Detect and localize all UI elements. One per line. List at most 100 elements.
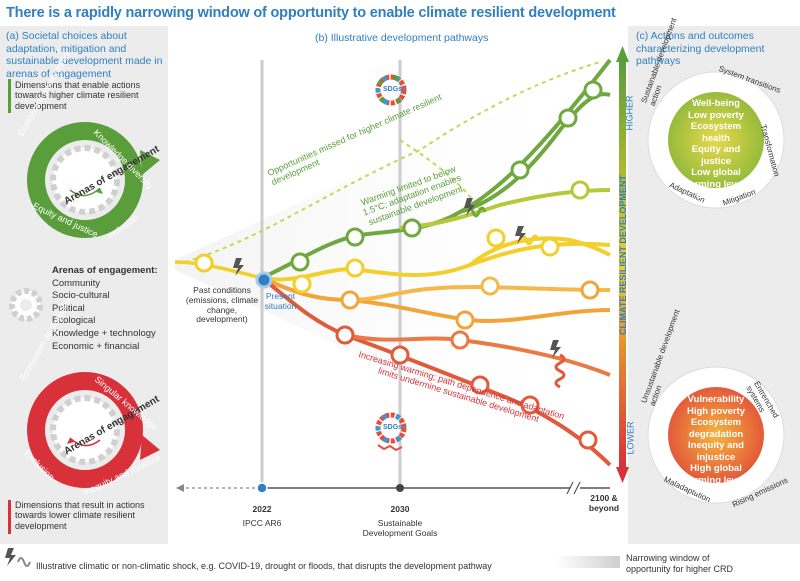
tick-label-2022: 2022 IPCC AR6	[242, 504, 282, 529]
crd-axis-arrow-up	[616, 46, 629, 62]
present-situation-dot	[255, 271, 273, 289]
node	[402, 218, 422, 238]
lightning-icon	[464, 198, 475, 216]
crd-axis	[619, 62, 626, 467]
break-mark	[566, 481, 574, 495]
outcome: Low risk	[696, 190, 736, 201]
outcome-circle-bottom	[647, 366, 785, 504]
lightning-icon	[550, 340, 561, 358]
outcome: Ecosystem degradation	[688, 417, 744, 440]
sdgs-wheel-bottom	[375, 412, 407, 452]
red-wheel	[27, 372, 160, 488]
narrowing-window	[175, 60, 610, 470]
node	[480, 276, 500, 296]
node	[583, 80, 603, 100]
pathway-yellow	[261, 241, 611, 282]
arena-item: Knowledge + technology	[52, 327, 156, 339]
pathway-orange-branch	[349, 285, 611, 302]
node	[450, 330, 470, 350]
node	[290, 252, 310, 272]
arena-item: Socio-cultural	[52, 290, 110, 302]
node	[510, 160, 530, 180]
sdgs-label-top: SDGs	[383, 86, 403, 93]
outcome: warming levels	[681, 474, 751, 486]
pathway-nodes	[194, 80, 603, 450]
bottom-outcomes: Vulnerability High poverty Ecosystem deg…	[671, 394, 761, 498]
node	[540, 237, 560, 257]
tick-sub: Sustainable Development Goals	[362, 517, 438, 538]
outcome: Inequity and injustice	[688, 440, 744, 463]
panel-b-title: (b) Illustrative development pathways	[315, 32, 489, 44]
arenas-list: Arenas of engagement: Community Socio-cu…	[52, 265, 158, 353]
pathway-low-red	[260, 276, 612, 467]
tick-sub: IPCC AR6	[242, 517, 282, 528]
node	[455, 310, 475, 330]
node	[335, 325, 355, 345]
outcome: warming levels	[681, 178, 751, 190]
panel-a-title: (a) Societal choices about adaptation, m…	[6, 30, 163, 80]
outcome: High risk	[695, 486, 737, 497]
tick-2022	[256, 482, 268, 494]
node	[580, 280, 600, 300]
top-outcomes: Well-being Low poverty Ecosystem health …	[676, 98, 756, 202]
missed-branch	[399, 139, 481, 211]
node	[470, 375, 490, 395]
arena-item: Political	[52, 302, 85, 314]
arenas-heading: Arenas of engagement:	[52, 265, 158, 276]
cog-icon	[9, 288, 43, 322]
outcome: Low global	[691, 167, 741, 178]
green-bar-marker	[8, 79, 11, 113]
sdgs-label-bottom: SDGs	[383, 424, 403, 431]
present-situation-label: Present situation	[264, 291, 297, 311]
past-path	[174, 260, 263, 280]
node	[578, 430, 598, 450]
outcome: High global	[690, 463, 742, 474]
arena-item: Economic + financial	[52, 340, 140, 352]
outcome: Equity and justice	[691, 144, 741, 167]
arena-item: Ecological	[52, 315, 96, 327]
node	[390, 345, 410, 365]
year: 2022	[252, 504, 272, 514]
lower-label: LOWER	[625, 421, 636, 455]
outcome-circle-top	[647, 71, 785, 209]
outcome: High poverty	[686, 405, 746, 417]
lightning-icon	[515, 226, 526, 244]
higher-label: HIGHER	[624, 95, 635, 131]
outcome: Well-being	[692, 98, 740, 109]
shock-legend-icon	[5, 548, 31, 567]
window-legend-swatch	[555, 556, 620, 568]
lightning-icon	[233, 258, 244, 276]
tick-2030	[396, 484, 404, 492]
node	[570, 180, 590, 200]
sdgs-wheel-top	[375, 74, 407, 106]
red-bar-marker	[8, 500, 11, 534]
node	[292, 274, 312, 294]
break-mark	[573, 481, 581, 495]
arena-item: Community	[52, 277, 101, 289]
green-wheel	[27, 122, 160, 238]
node	[345, 227, 365, 247]
enable-dimensions-text: Dimensions that enable actions towards h…	[15, 80, 141, 111]
outcome: Vulnerability	[687, 394, 745, 405]
window-legend-text: Narrowing window of opportunity for high…	[626, 553, 734, 574]
outcome: Ecosystem health	[690, 121, 742, 144]
pathway-orange	[261, 276, 611, 323]
timeline-arrow-left	[176, 484, 184, 492]
node	[520, 395, 540, 415]
node	[345, 258, 365, 278]
year: 2030	[390, 504, 410, 514]
tick-label-2030: 2030 Sustainable Development Goals	[360, 504, 440, 538]
lower-dimensions-text: Dimensions that result in actions toward…	[15, 500, 145, 531]
shock-legend-text: Illustrative climatic or non-climatic sh…	[36, 561, 492, 571]
outcome: Low poverty	[688, 109, 744, 121]
node	[558, 108, 578, 128]
node	[340, 290, 360, 310]
past-conditions-label: Past conditions (emissions, climate chan…	[185, 285, 259, 325]
pathway-yellow-branch	[468, 236, 611, 267]
crd-axis-arrow-down	[616, 467, 629, 483]
node	[486, 228, 506, 248]
page-title: There is a rapidly narrowing window of o…	[6, 5, 616, 21]
crd-axis-label: CLIMATE RESILIENT DEVELOPMENT	[618, 175, 628, 335]
panel-c-title: (c) Actions and outcomes characterizing …	[636, 30, 765, 68]
